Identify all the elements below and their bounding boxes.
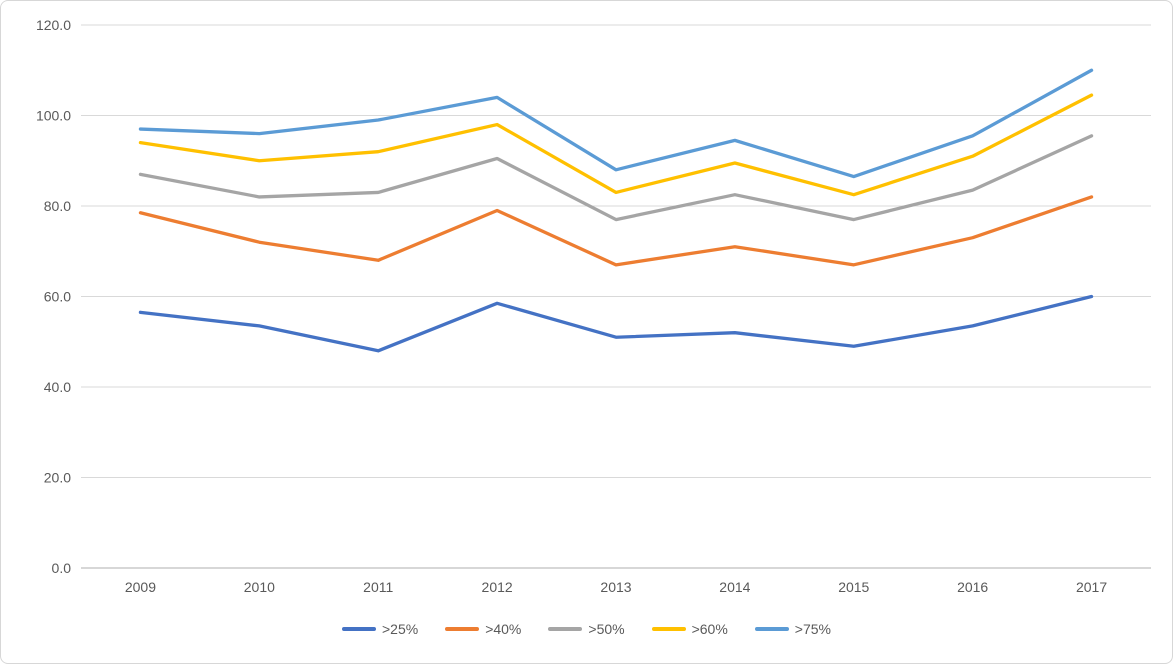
legend-line-marker — [754, 626, 789, 632]
legend-line-marker — [548, 626, 583, 632]
x-axis-category-label: 2012 — [482, 579, 513, 595]
legend-item-0: >25% — [341, 621, 419, 637]
legend-label: >60% — [691, 621, 728, 637]
legend: >25% >40% >50% >60% >75% — [1, 622, 1172, 636]
y-axis-tick-label: 100.0 — [36, 108, 71, 124]
series-line-2 — [138, 134, 1094, 222]
series-line-1 — [138, 195, 1094, 267]
legend-line-marker — [651, 626, 686, 632]
series-line-0 — [138, 294, 1094, 353]
y-axis-tick-label: 0.0 — [52, 560, 72, 576]
x-axis-category-label: 2016 — [957, 579, 988, 595]
legend-item-2: >50% — [548, 621, 625, 637]
x-axis-category-label: 2015 — [838, 579, 869, 595]
legend-line-marker — [341, 626, 376, 632]
x-axis-category-label: 2010 — [244, 579, 275, 595]
legend-label: >40% — [485, 621, 522, 637]
legend-item-1: >40% — [445, 622, 521, 636]
y-axis-tick-label: 20.0 — [44, 470, 71, 486]
series-line-3 — [138, 93, 1094, 197]
legend-label: >25% — [381, 621, 419, 637]
x-axis-category-label: 2014 — [719, 579, 750, 595]
legend-line-marker — [445, 626, 480, 632]
legend-item-3: >60% — [651, 621, 728, 637]
y-axis-tick-label: 80.0 — [44, 198, 71, 214]
legend-label: >50% — [588, 621, 625, 637]
series-line-4 — [138, 68, 1094, 179]
y-axis-tick-label: 40.0 — [44, 379, 71, 395]
x-axis-category-label: 2011 — [363, 579, 393, 595]
legend-label: >75% — [794, 621, 831, 637]
y-axis-tick-label: 60.0 — [44, 289, 71, 305]
x-axis-category-label: 2017 — [1076, 579, 1107, 595]
legend-item-4: >75% — [754, 621, 831, 637]
x-axis-category-label: 2013 — [600, 579, 631, 595]
x-axis-category-label: 2009 — [125, 579, 156, 595]
y-axis-tick-label: 120.0 — [36, 17, 71, 33]
